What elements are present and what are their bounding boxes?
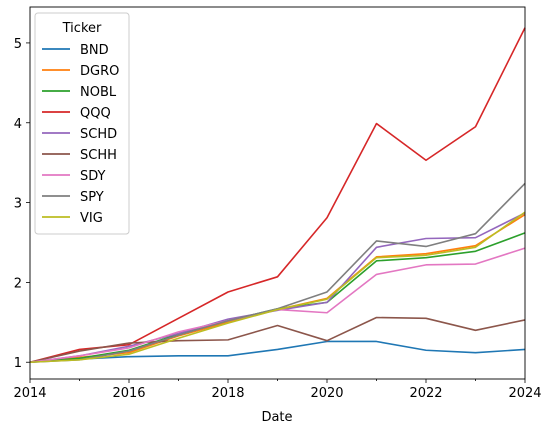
legend-label-dgro: DGRO [80, 64, 119, 79]
legend-label-spy: SPY [80, 190, 104, 205]
x-tick-label: 2016 [112, 386, 145, 401]
legend-label-sdy: SDY [80, 169, 106, 184]
y-tick-label: 3 [14, 197, 22, 212]
x-tick-label: 2014 [13, 386, 46, 401]
y-tick-label: 1 [14, 356, 22, 371]
x-axis: 2014 2016 2018 2020 2022 2024 [13, 379, 542, 401]
x-axis-title: Date [261, 410, 292, 425]
legend-label-qqq: QQQ [80, 106, 111, 121]
legend-label-schd: SCHD [80, 127, 117, 142]
legend-label-schh: SCHH [80, 148, 117, 163]
y-tick-label: 5 [14, 37, 22, 52]
legend-box [34, 12, 130, 235]
series-layer [29, 27, 526, 364]
x-tick-label: 2022 [409, 386, 442, 401]
series-line-schh [29, 316, 526, 364]
legend: Ticker BND DGRO NOBL QQQ SCHD SCHH SDY SPY VIG [34, 12, 130, 235]
x-tick-label: 2020 [310, 386, 343, 401]
legend-label-bnd: BND [80, 43, 109, 58]
y-tick-label: 2 [14, 276, 22, 291]
x-tick-label: 2018 [211, 386, 244, 401]
x-tick-label: 2024 [508, 386, 541, 401]
legend-label-vig: VIG [80, 211, 103, 226]
y-tick-label: 4 [14, 117, 22, 132]
legend-title: Ticker [62, 21, 102, 36]
series-line-vig [29, 211, 526, 364]
y-axis: 1 2 3 4 5 [14, 37, 30, 371]
series-line-bnd [29, 340, 526, 364]
legend-label-nobl: NOBL [80, 85, 117, 100]
